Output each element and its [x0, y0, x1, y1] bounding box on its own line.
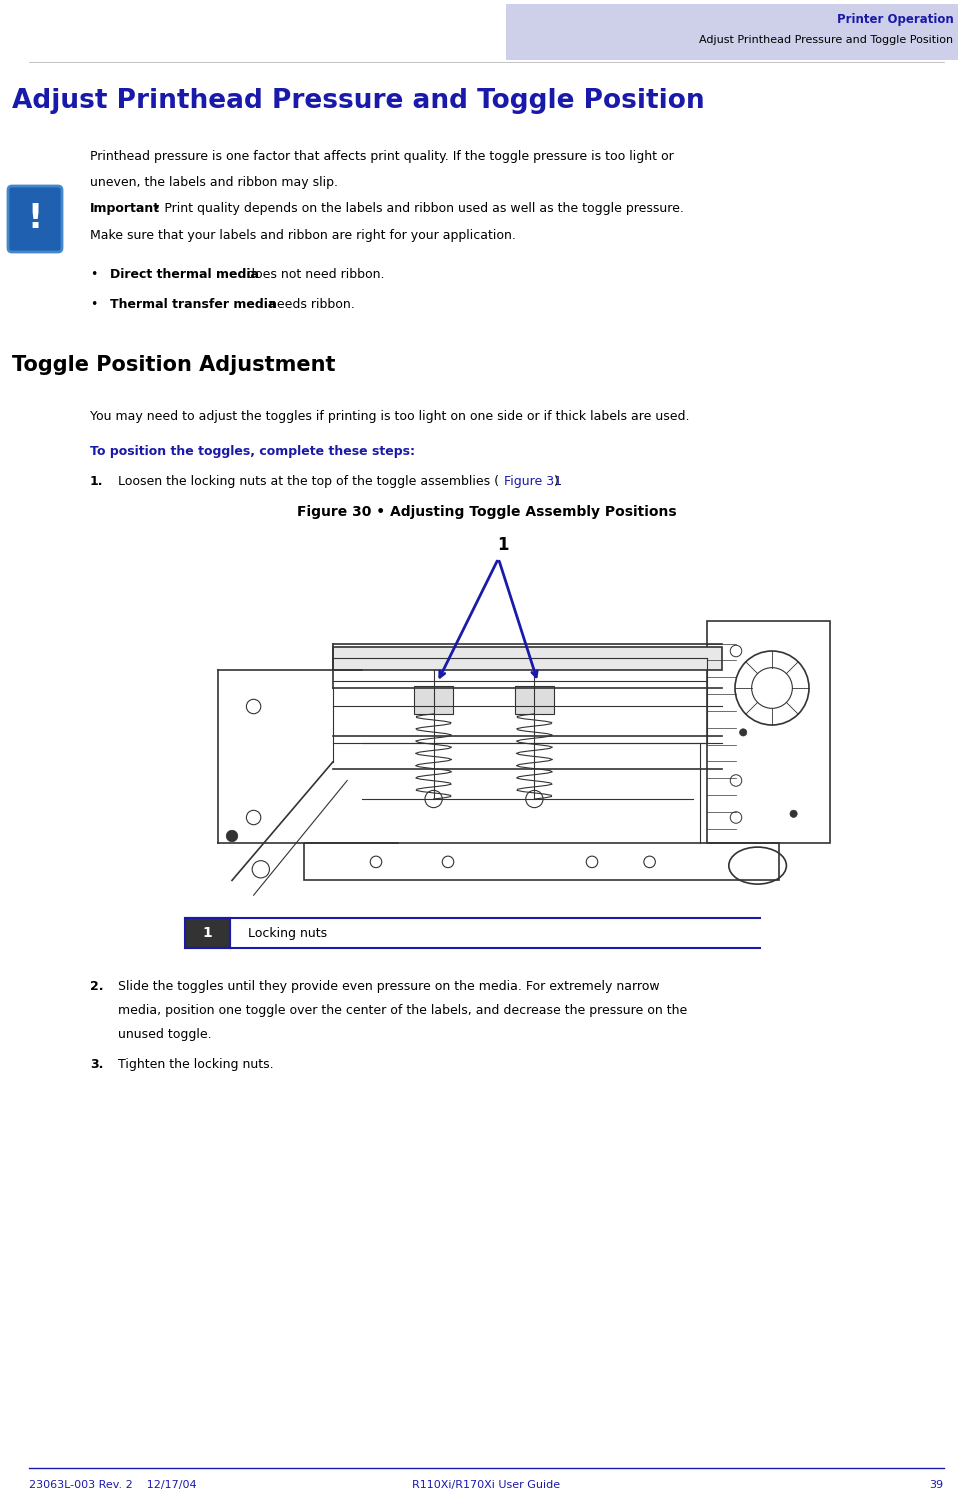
Text: !: ! [27, 202, 43, 235]
Text: 39: 39 [929, 1480, 944, 1489]
Circle shape [790, 810, 797, 818]
Text: Figure 31: Figure 31 [504, 474, 562, 488]
Circle shape [227, 830, 237, 842]
Text: Make sure that your labels and ribbon are right for your application.: Make sure that your labels and ribbon ar… [90, 229, 516, 242]
Text: Figure 30 • Adjusting Toggle Assembly Positions: Figure 30 • Adjusting Toggle Assembly Po… [297, 505, 676, 520]
Text: media, position one toggle over the center of the labels, and decrease the press: media, position one toggle over the cent… [118, 1005, 687, 1017]
Text: Thermal transfer media: Thermal transfer media [110, 298, 276, 312]
FancyBboxPatch shape [8, 187, 62, 252]
Text: Slide the toggles until they provide even pressure on the media. For extremely n: Slide the toggles until they provide eve… [118, 980, 660, 992]
Text: needs ribbon.: needs ribbon. [265, 298, 355, 312]
Text: Printer Operation: Printer Operation [837, 14, 954, 26]
Text: Adjust Printhead Pressure and Toggle Position: Adjust Printhead Pressure and Toggle Pos… [700, 35, 954, 45]
Text: 1: 1 [202, 926, 212, 940]
Text: Direct thermal media: Direct thermal media [110, 268, 259, 282]
FancyBboxPatch shape [506, 5, 958, 60]
Text: ).: ). [554, 474, 562, 488]
Circle shape [739, 729, 747, 736]
Bar [414, 687, 453, 714]
Bar [333, 648, 722, 670]
Text: • Print quality depends on the labels and ribbon used as well as the toggle pres: • Print quality depends on the labels an… [149, 202, 684, 215]
Text: uneven, the labels and ribbon may slip.: uneven, the labels and ribbon may slip. [90, 176, 338, 188]
Text: •: • [90, 298, 97, 312]
Text: 3.: 3. [90, 1059, 103, 1071]
Text: Loosen the locking nuts at the top of the toggle assemblies (: Loosen the locking nuts at the top of th… [118, 474, 499, 488]
Bar [515, 687, 555, 714]
Text: To position the toggles, complete these steps:: To position the toggles, complete these … [90, 444, 415, 458]
Text: Locking nuts: Locking nuts [248, 926, 327, 940]
Text: •: • [90, 268, 97, 282]
Text: 23063L-003 Rev. 2    12/17/04: 23063L-003 Rev. 2 12/17/04 [29, 1480, 197, 1489]
Text: Important: Important [90, 202, 161, 215]
Text: 1.: 1. [90, 474, 103, 488]
Bar [185, 919, 230, 947]
Text: You may need to adjust the toggles if printing is too light on one side or if th: You may need to adjust the toggles if pr… [90, 410, 690, 423]
Text: R110Xi/R170Xi User Guide: R110Xi/R170Xi User Guide [413, 1480, 560, 1489]
Text: Tighten the locking nuts.: Tighten the locking nuts. [118, 1059, 273, 1071]
Text: Printhead pressure is one factor that affects print quality. If the toggle press: Printhead pressure is one factor that af… [90, 151, 673, 163]
Bar [707, 622, 830, 843]
Text: Toggle Position Adjustment: Toggle Position Adjustment [12, 355, 336, 375]
Text: 1: 1 [497, 536, 509, 554]
Text: 2.: 2. [90, 980, 103, 992]
Text: unused toggle.: unused toggle. [118, 1029, 211, 1041]
Text: Adjust Printhead Pressure and Toggle Position: Adjust Printhead Pressure and Toggle Pos… [12, 87, 704, 114]
Text: does not need ribbon.: does not need ribbon. [243, 268, 384, 282]
